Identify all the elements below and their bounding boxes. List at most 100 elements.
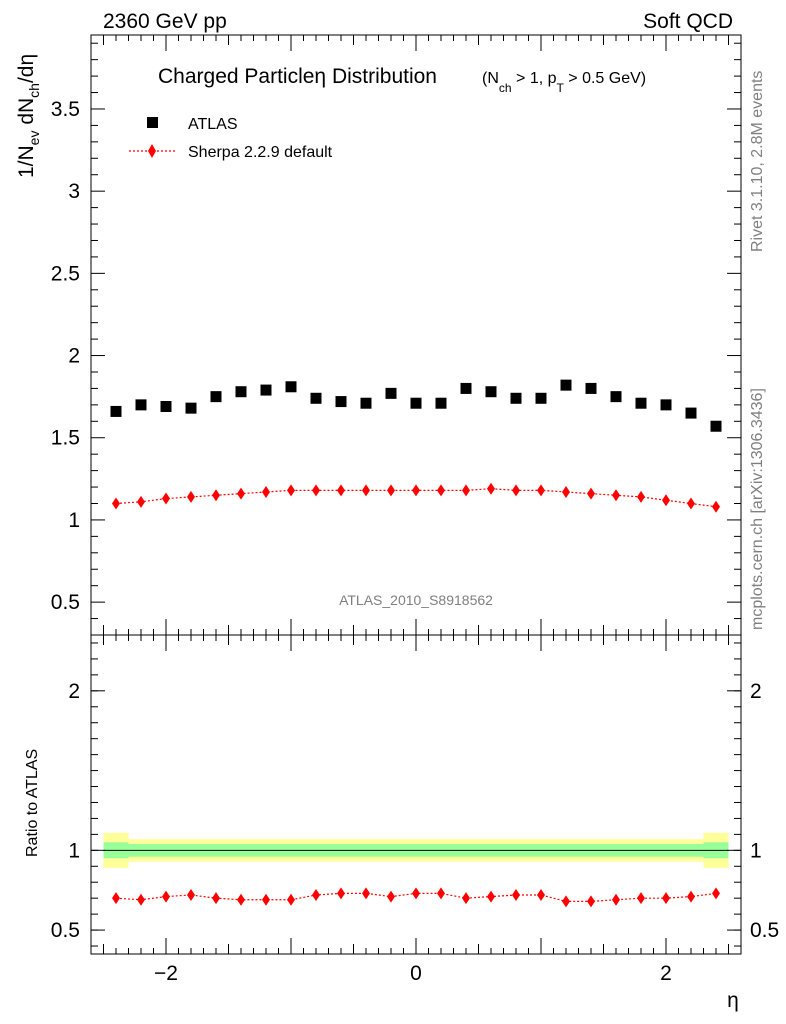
sherpa-point [362,484,370,497]
ratio-sherpa-point [112,892,120,905]
x-axis-label: η [727,989,739,1012]
ratio-ytick-label-left: 0.5 [51,919,80,942]
atlas-point [610,391,622,403]
atlas-point [310,392,322,404]
sherpa-point [437,484,445,497]
atlas-point [685,407,697,419]
ratio-sherpa-point [512,888,520,901]
atlas-point [285,381,297,393]
sherpa-point [512,484,520,497]
atlas-point [510,392,522,404]
ratio-sherpa-point [212,892,220,905]
ratio-ticks: 0.5 0.5 1 1 2 2 −2 0 2 [51,635,779,985]
atlas-point [485,386,497,398]
ratio-ylabel: Ratio to ATLAS [24,749,41,857]
ratio-sherpa-point [587,895,595,908]
sherpa-point [412,484,420,497]
chart-title-main: Charged Particle [158,65,314,88]
mcplots-label: mcplots.cern.ch [arXiv:1306.3436] [749,388,766,630]
sherpa-point [212,489,220,502]
sherpa-point [287,484,295,497]
atlas-point [535,392,547,404]
atlas-point [110,405,122,417]
ratio-sherpa-point [562,895,570,908]
atlas-point [135,399,147,411]
chart-title: Charged Particleη Distribution [158,65,437,88]
main-ylabel: 1/Nev dNch/dη [15,54,42,178]
chart-subtitle: (Nch > 1, pT > 0.5 GeV) [482,70,646,95]
atlas-point [185,402,197,414]
sherpa-point [562,485,570,498]
main-data [110,379,722,513]
sherpa-point [612,489,620,502]
ratio-sherpa-point [437,887,445,900]
sherpa-point [262,485,270,498]
atlas-point [210,391,222,403]
ratio-sherpa-point [312,888,320,901]
sherpa-point [537,484,545,497]
ratio-xtick-label: 0 [410,962,422,985]
sherpa-point [337,484,345,497]
legend-sherpa-label: Sherpa 2.2.9 default [188,144,333,161]
atlas-point [360,397,372,409]
ratio-sherpa-point [637,892,645,905]
main-ytick-label: 3 [68,180,80,203]
main-ytick-label: 3.5 [51,98,80,121]
ratio-ytick-label-right: 1 [750,839,762,862]
ratio-sherpa-point [287,893,295,906]
sherpa-point [162,492,170,505]
atlas-point [585,382,597,394]
ratio-sherpa-point [337,887,345,900]
ratio-sherpa-point [612,893,620,906]
atlas-point [560,379,572,391]
legend-sherpa-marker [148,144,156,158]
atlas-point [460,382,472,394]
sherpa-point [662,494,670,507]
ratio-frame [90,634,742,955]
ratio-sherpa-point [537,888,545,901]
analysis-label: ATLAS_2010_S8918562 [339,592,493,608]
main-ytick-label: 1.5 [51,427,80,450]
sherpa-point [237,487,245,500]
chart-title-tail: Distribution [326,65,437,88]
ratio-sherpa-point [237,893,245,906]
header-right: Soft QCD [643,10,733,33]
atlas-point [410,397,422,409]
sherpa-point [387,484,395,497]
main-ticks: 0.5 1 1.5 2 2.5 3 3.5 [51,35,742,636]
ratio-sherpa-point [387,890,395,903]
main-ytick-label: 2.5 [51,262,80,285]
main-panel: 0.5 1 1.5 2 2.5 3 3.5 Charged Particleη Distri… [15,34,742,636]
rivet-label: Rivet 3.1.10, 2.8M events [749,71,766,252]
ratio-sherpa-point [687,890,695,903]
sherpa-point [687,497,695,510]
atlas-point [160,401,172,413]
ratio-ytick-label-left: 2 [68,680,80,703]
main-ytick-label: 2 [68,345,80,368]
ratio-ytick-label-right: 2 [750,680,762,703]
sherpa-point [487,482,495,495]
sherpa-point [462,484,470,497]
sherpa-point [637,490,645,503]
ratio-ytick-label-left: 1 [68,839,80,862]
ratio-sherpa-point [662,892,670,905]
sherpa-point [712,500,720,513]
atlas-point [710,420,722,432]
ratio-sherpa-point [487,890,495,903]
ratio-sherpa-point [137,893,145,906]
ratio-xtick-label: −2 [154,962,178,985]
atlas-point [335,396,347,408]
sherpa-point [587,487,595,500]
chart-title-eta: η [314,65,326,88]
legend-atlas-label: ATLAS [188,116,238,133]
ratio-data [112,887,720,908]
ratio-sherpa-point [187,888,195,901]
sherpa-point [312,484,320,497]
header-left: 2360 GeV pp [103,10,227,33]
ratio-sherpa-point [362,887,370,900]
atlas-point [660,399,672,411]
ratio-ytick-label-right: 0.5 [750,919,779,942]
ratio-xtick-label: 2 [660,962,672,985]
legend: ATLAS Sherpa 2.2.9 default [129,116,333,161]
